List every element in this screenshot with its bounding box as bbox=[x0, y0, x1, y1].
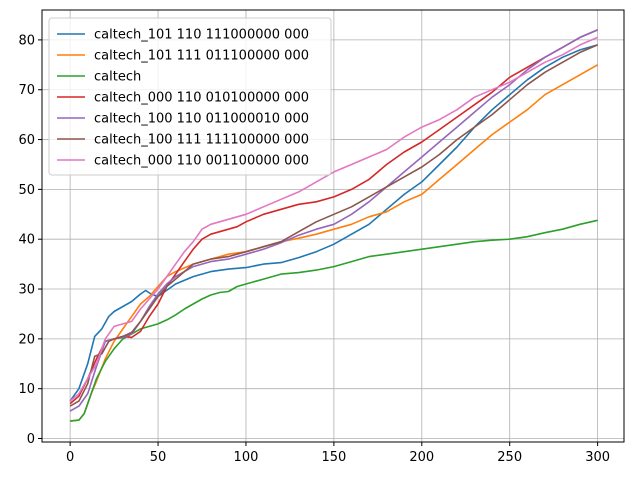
y-tick-label: 0 bbox=[27, 432, 35, 447]
series-line-3 bbox=[69, 29, 598, 405]
legend-entry: caltech_000 110 010100000 000 bbox=[94, 91, 309, 106]
y-tick-label: 20 bbox=[18, 332, 35, 347]
legend-entry: caltech_101 111 011100000 000 bbox=[94, 49, 309, 64]
x-tick-label: 150 bbox=[321, 450, 346, 465]
series-lines bbox=[69, 29, 598, 422]
x-tick-label: 200 bbox=[409, 450, 434, 465]
x-tick-label: 250 bbox=[497, 450, 522, 465]
x-tick-label: 100 bbox=[234, 450, 259, 465]
x-tick-label: 0 bbox=[66, 450, 74, 465]
y-tick-label: 30 bbox=[18, 283, 35, 298]
y-tick-label: 40 bbox=[18, 233, 35, 248]
series-line-5 bbox=[69, 44, 598, 407]
y-tick-label: 10 bbox=[18, 382, 35, 397]
legend: caltech_101 110 111000000 000 caltech_101… bbox=[48, 17, 332, 176]
legend-entry: caltech_101 110 111000000 000 bbox=[94, 28, 309, 43]
legend-entry: caltech_000 110 001100000 000 bbox=[94, 154, 309, 169]
axis-ticks: 0 50 100 150 200 250 300 0 10 20 30 40 50 60 70 80 bbox=[18, 33, 610, 465]
x-tick-label: 300 bbox=[585, 450, 610, 465]
legend-entry: caltech_100 111 111100000 000 bbox=[94, 133, 309, 148]
legend-entry: caltech_100 110 011000010 000 bbox=[94, 112, 309, 127]
series-line-2 bbox=[70, 219, 598, 422]
y-tick-label: 60 bbox=[18, 133, 35, 148]
x-tick-label: 50 bbox=[150, 450, 167, 465]
y-tick-label: 50 bbox=[18, 183, 35, 198]
y-tick-label: 80 bbox=[18, 33, 35, 48]
y-tick-label: 70 bbox=[18, 83, 35, 98]
series-line-0 bbox=[69, 44, 598, 402]
legend-box bbox=[48, 17, 332, 176]
legend-entry: caltech bbox=[94, 70, 141, 85]
series-line-6 bbox=[69, 36, 598, 402]
axes-frame bbox=[41, 9, 625, 443]
series-line-4 bbox=[69, 29, 598, 412]
